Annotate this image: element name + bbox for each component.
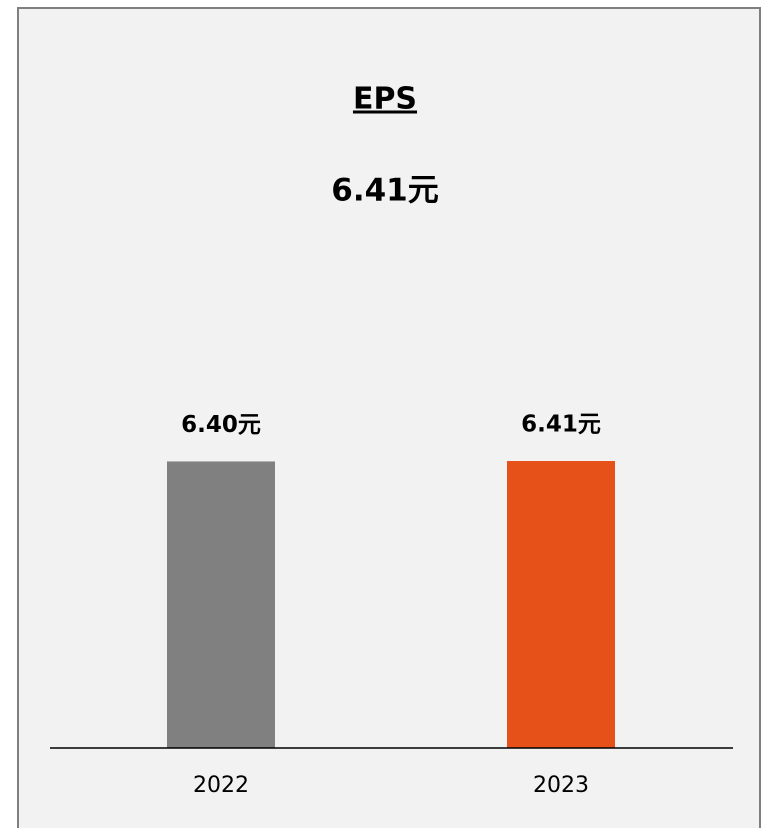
plot: 6.40元 2022 6.41元 2023 [167, 412, 615, 798]
value-label: 6.41元 [521, 412, 601, 438]
value-label: 6.40元 [181, 412, 261, 438]
bar [507, 461, 615, 748]
frame [17, 7, 761, 828]
chart-title: EPS [353, 82, 417, 117]
x-tick-label: 2023 [533, 773, 589, 798]
x-tick-label: 2022 [193, 773, 249, 798]
chart-subtitle: 6.41元 [331, 173, 439, 209]
bar [167, 461, 275, 748]
